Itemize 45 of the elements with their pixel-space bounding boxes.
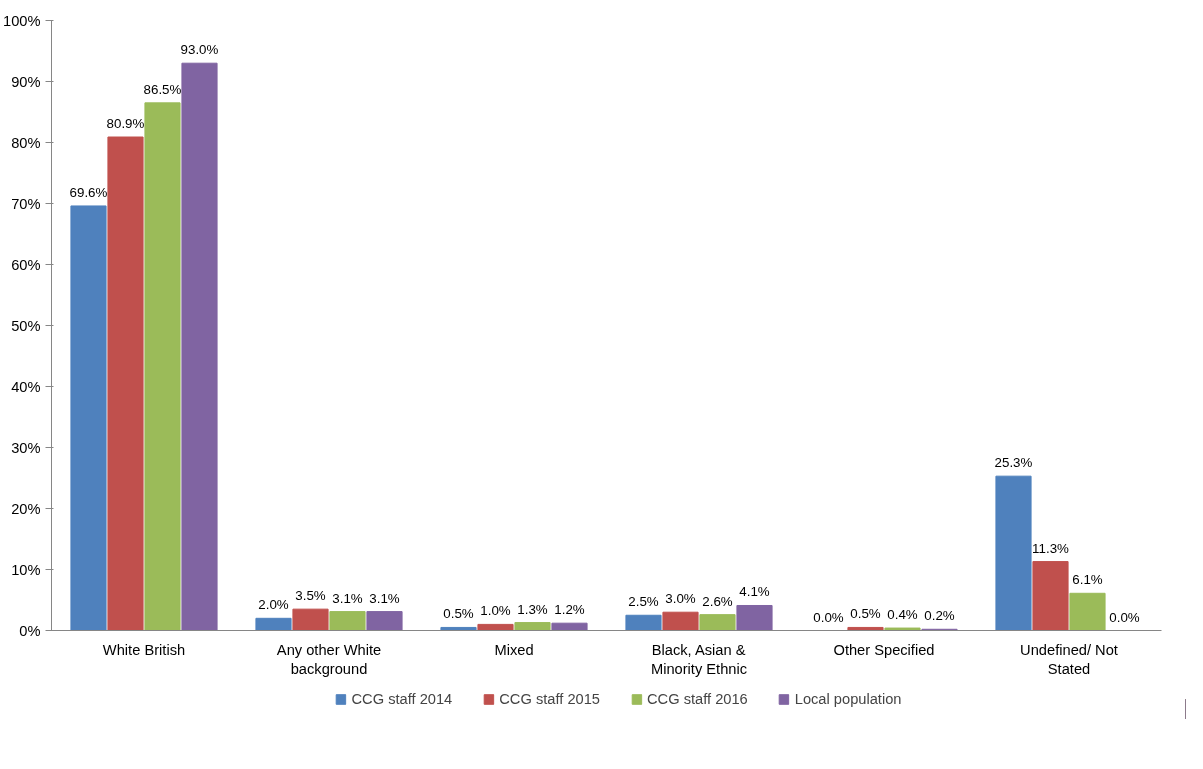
- data-label: 0.0%: [813, 609, 844, 625]
- x-tick-label: Black, Asian & Minority Ethnic: [650, 641, 748, 677]
- data-label: 86.5%: [143, 81, 182, 97]
- legend-label: CCG staff 2015: [499, 691, 600, 707]
- data-label: 0.0%: [1109, 609, 1140, 625]
- data-label: 4.1%: [739, 584, 770, 600]
- legend-label: CCG staff 2014: [351, 691, 453, 707]
- x-tick-label: Other Specified: [833, 641, 935, 658]
- data-label: 0.5%: [443, 606, 474, 622]
- y-tick-label: 0%: [19, 622, 41, 639]
- legend-label: CCG staff 2016: [646, 691, 748, 707]
- data-label: 2.5%: [628, 594, 659, 610]
- y-tick-label: 20%: [11, 500, 41, 517]
- data-label: 1.2%: [554, 602, 585, 618]
- data-label: 2.0%: [258, 597, 289, 613]
- data-label: 1.0%: [480, 603, 511, 619]
- data-label: 80.9%: [106, 116, 145, 132]
- y-tick-label: 30%: [11, 439, 41, 456]
- data-label: 0.4%: [887, 607, 918, 623]
- data-label: 0.5%: [850, 606, 881, 622]
- y-tick-label: 50%: [11, 317, 41, 334]
- y-tick-label: 70%: [11, 195, 41, 212]
- x-tick-label: Undefined/ Not Stated: [1020, 641, 1118, 677]
- data-label: 2.6%: [702, 593, 733, 609]
- data-label: 1.3%: [517, 601, 548, 617]
- data-label: 25.3%: [994, 455, 1033, 471]
- data-label: 3.1%: [369, 590, 400, 606]
- y-tick-label: 60%: [11, 256, 41, 273]
- data-label: 0.2%: [924, 608, 955, 624]
- y-tick-label: 90%: [11, 73, 41, 90]
- data-label: 11.3%: [1032, 540, 1070, 556]
- data-label: 3.0%: [665, 591, 696, 607]
- data-label: 93.0%: [180, 42, 219, 58]
- y-tick-label: 10%: [11, 561, 41, 578]
- y-tick-label: 80%: [11, 134, 41, 151]
- data-label: 3.5%: [295, 588, 326, 604]
- data-label: 6.1%: [1072, 572, 1103, 588]
- y-tick-label: 100%: [3, 12, 41, 29]
- data-label: 3.1%: [332, 590, 363, 606]
- x-tick-label: Any other White background: [276, 641, 382, 677]
- data-label: 69.6%: [69, 184, 108, 200]
- x-tick-label: White British: [102, 641, 186, 658]
- legend-label: Local population: [794, 691, 902, 707]
- x-tick-label: Mixed: [494, 641, 534, 658]
- y-tick-label: 40%: [11, 378, 41, 395]
